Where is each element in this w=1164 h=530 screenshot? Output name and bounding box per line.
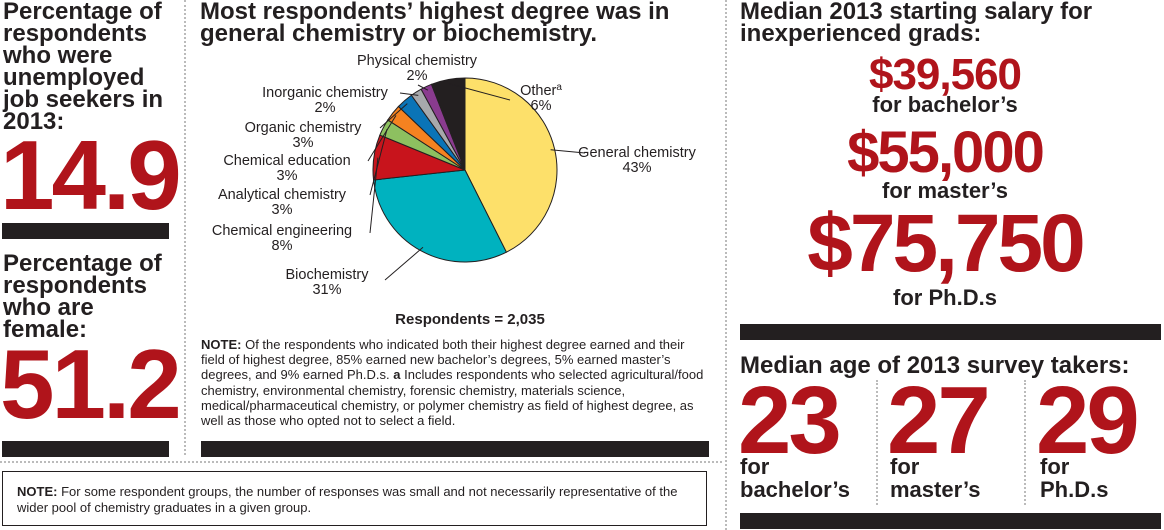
age-master-label-line2: master’s <box>890 477 981 502</box>
rule-right-2 <box>740 513 1161 529</box>
pie-chart: General chemistry 43% Biochemistry 31% Chemi… <box>212 53 697 298</box>
salary-phd-value: $75,750 <box>807 198 1085 289</box>
rule-right-1 <box>740 324 1161 340</box>
female-label: Percentage of respondents who are female… <box>3 250 162 343</box>
column-divider-left <box>184 0 186 455</box>
salary-bachelor-label: for bachelor’s <box>872 92 1018 117</box>
pie-leader-inorganic-chemistry <box>399 92 419 96</box>
pie-label-organic-chemistry: Organic chemistry 3% <box>245 120 363 151</box>
rule-middle <box>201 441 709 457</box>
age-phd-value: 29 <box>1036 367 1140 474</box>
pie-leader-analytical-chemistry <box>369 129 388 196</box>
salary-master-value: $55,000 <box>847 120 1045 185</box>
rule-left-1 <box>2 223 169 239</box>
chart-note-marker: a <box>393 367 401 383</box>
pie-leader-chemical-education <box>367 115 397 162</box>
pie-label-chemical-education: Chemical education 3% <box>223 153 350 184</box>
chart-note: NOTE: Of the respondents who indicated b… <box>201 337 711 428</box>
age-bachelor-label: for bachelor’s <box>740 455 850 501</box>
unemployed-value: 14.9 <box>0 120 182 230</box>
column-divider-right <box>725 0 727 530</box>
rule-left-2 <box>2 441 169 457</box>
age-phd-label: for Ph.D.s <box>1040 455 1108 501</box>
salary-phd-label: for Ph.D.s <box>893 285 997 310</box>
age-title: Median age of 2013 survey takers: <box>740 352 1130 379</box>
salary-title: Median 2013 starting salary for inexperi… <box>740 0 1093 47</box>
age-master-value: 27 <box>887 367 991 474</box>
pie-leader-biochemistry <box>384 246 424 281</box>
pie-slice-general-chemistry <box>464 77 558 253</box>
pie-label-other: Othera 6% <box>520 82 562 114</box>
pie-leader-organic-chemistry <box>379 103 408 129</box>
chart-note-text: Of the respondents who indicated both th… <box>201 337 685 383</box>
bottom-note-lead: NOTE: <box>17 484 58 499</box>
age-bachelor-value: 23 <box>738 367 842 474</box>
chart-note-footnote: Includes respondents who selected agricu… <box>201 367 704 429</box>
age-master-label: for master’s <box>890 455 981 501</box>
pie-label-chemical-engineering: Chemical engineering 8% <box>212 223 352 254</box>
bottom-note-text: For some respondent groups, the number o… <box>17 484 678 515</box>
age-master-label-line1: for <box>890 454 920 479</box>
salary-master-label: for master’s <box>882 178 1008 203</box>
pie-leader-general-chemistry <box>550 149 586 154</box>
pie-label-analytical-chemistry: Analytical chemistry 3% <box>218 187 347 218</box>
pie-label-biochemistry: Biochemistry 31% <box>286 267 370 298</box>
chart-note-lead: NOTE: <box>201 337 242 352</box>
age-divider-1 <box>876 380 878 505</box>
pie-leader-other <box>448 83 511 101</box>
pie-label-physical-chemistry: Physical chemistry 2% <box>357 53 478 84</box>
bottom-divider <box>0 461 722 463</box>
salary-bachelor-value: $39,560 <box>868 50 1022 99</box>
pie-label-general-chemistry: General chemistry 43% <box>578 145 696 176</box>
pie-slice-biochemistry <box>372 169 508 263</box>
pie-slice-other <box>430 77 466 171</box>
pie-label-inorganic-chemistry: Inorganic chemistry 2% <box>262 85 388 116</box>
age-bachelor-label-line2: bachelor’s <box>740 477 851 502</box>
age-divider-2 <box>1024 380 1026 505</box>
bottom-note-box: NOTE: For some respondent groups, the nu… <box>2 471 707 526</box>
age-phd-label-line2: Ph.D.s <box>1040 477 1109 502</box>
pie-leader-physical-chemistry <box>417 84 429 91</box>
unemployed-label: Percentage of respondents who were unemp… <box>3 0 164 135</box>
age-phd-label-line1: for <box>1040 454 1070 479</box>
respondents-count: Respondents = 2,035 <box>395 311 545 328</box>
female-value: 51.2 <box>0 329 182 439</box>
age-bachelor-label-line1: for <box>740 454 770 479</box>
chart-title: Most respondents’ highest degree was in … <box>200 0 670 47</box>
